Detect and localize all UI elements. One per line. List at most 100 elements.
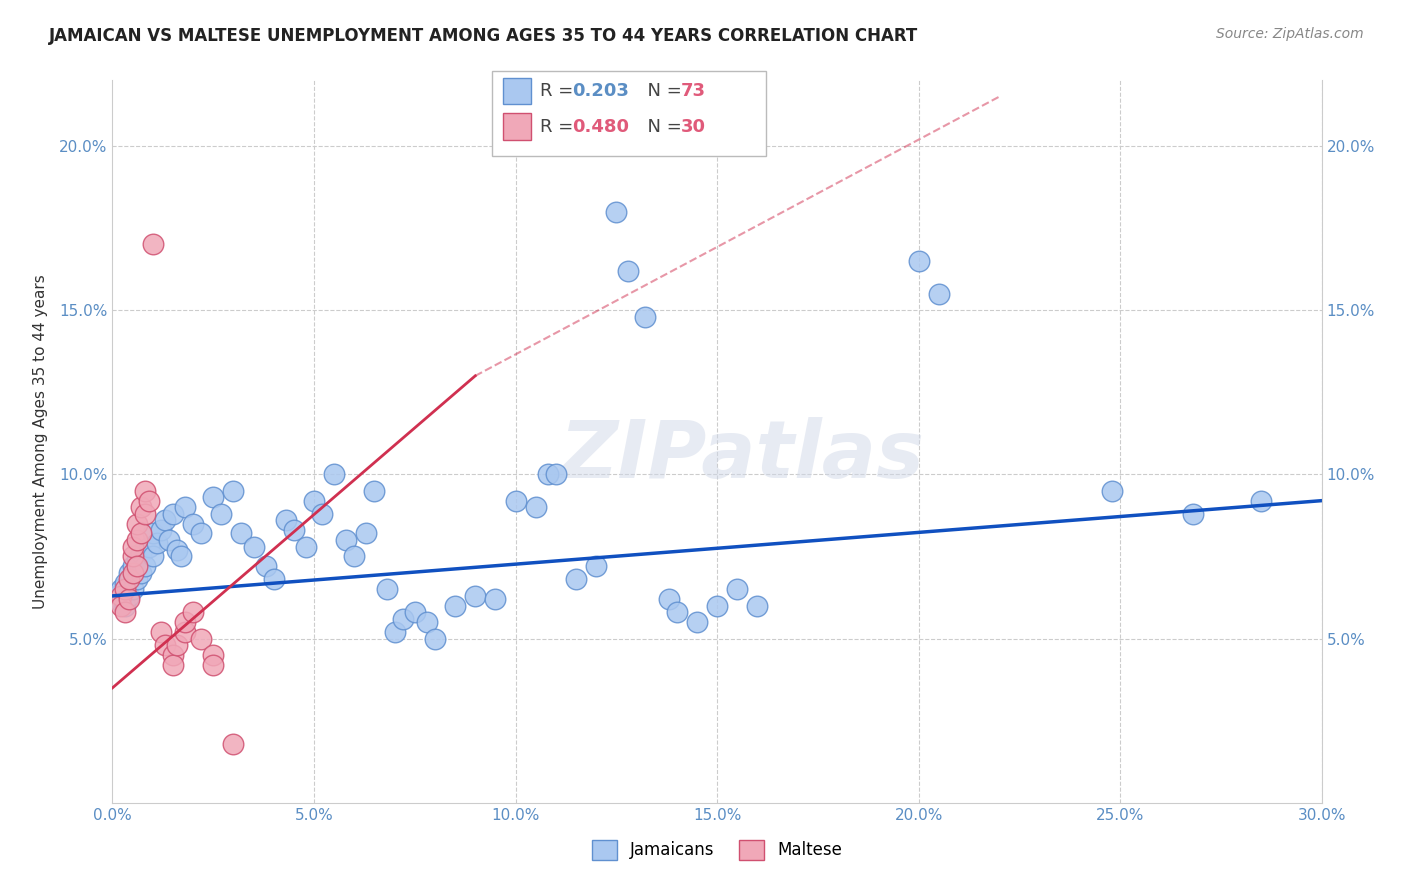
Text: 0.480: 0.480 — [572, 118, 630, 136]
Text: 0.203: 0.203 — [572, 82, 628, 100]
Point — [375, 582, 398, 597]
Point — [110, 599, 132, 613]
Point — [174, 500, 197, 515]
Point — [1181, 507, 1204, 521]
Point — [537, 467, 560, 482]
Point — [170, 549, 193, 564]
Point — [209, 507, 232, 521]
Point — [117, 592, 139, 607]
Point — [202, 648, 225, 662]
Point — [928, 286, 950, 301]
Point — [323, 467, 346, 482]
Point — [117, 589, 139, 603]
Point — [105, 589, 128, 603]
Text: N =: N = — [636, 82, 688, 100]
Point — [617, 264, 640, 278]
Point — [121, 549, 143, 564]
Point — [565, 573, 588, 587]
Point — [129, 566, 152, 580]
Point — [129, 526, 152, 541]
Point — [544, 467, 567, 482]
Point — [311, 507, 333, 521]
Point — [114, 575, 136, 590]
Point — [263, 573, 285, 587]
Point — [343, 549, 366, 564]
Point — [202, 657, 225, 672]
Point — [1101, 483, 1123, 498]
Point — [117, 566, 139, 580]
Point — [125, 533, 148, 547]
Point — [254, 559, 277, 574]
Point — [125, 573, 148, 587]
Point — [363, 483, 385, 498]
Point — [174, 615, 197, 630]
Point — [335, 533, 357, 547]
Point — [114, 582, 136, 597]
Point — [356, 526, 378, 541]
Point — [162, 657, 184, 672]
Point — [117, 573, 139, 587]
Point — [153, 513, 176, 527]
Point — [146, 536, 169, 550]
Point — [134, 507, 156, 521]
Point — [524, 500, 547, 515]
Text: Source: ZipAtlas.com: Source: ZipAtlas.com — [1216, 27, 1364, 41]
Point — [157, 533, 180, 547]
Point — [174, 625, 197, 640]
Point — [129, 546, 152, 560]
Text: ZIPatlas: ZIPatlas — [558, 417, 924, 495]
Point — [166, 638, 188, 652]
Point — [138, 540, 160, 554]
Point — [190, 526, 212, 541]
Point — [585, 559, 607, 574]
Point — [505, 493, 527, 508]
Point — [125, 559, 148, 574]
Text: R =: R = — [540, 118, 579, 136]
Point — [153, 638, 176, 652]
Point — [283, 523, 305, 537]
Point — [138, 493, 160, 508]
Point — [149, 523, 172, 537]
Text: N =: N = — [636, 118, 688, 136]
Point — [302, 493, 325, 508]
Text: 30: 30 — [681, 118, 706, 136]
Point — [114, 599, 136, 613]
Point — [222, 737, 245, 751]
Point — [125, 516, 148, 531]
Point — [464, 589, 486, 603]
Point — [110, 589, 132, 603]
Point — [134, 559, 156, 574]
Point — [605, 204, 627, 219]
Point — [404, 605, 426, 619]
Point — [725, 582, 748, 597]
Point — [384, 625, 406, 640]
Point — [114, 605, 136, 619]
Text: JAMAICAN VS MALTESE UNEMPLOYMENT AMONG AGES 35 TO 44 YEARS CORRELATION CHART: JAMAICAN VS MALTESE UNEMPLOYMENT AMONG A… — [49, 27, 918, 45]
Point — [190, 632, 212, 646]
Point — [416, 615, 439, 630]
Point — [121, 582, 143, 597]
Point — [129, 500, 152, 515]
Point — [423, 632, 446, 646]
Point — [142, 237, 165, 252]
Point — [706, 599, 728, 613]
Point — [166, 542, 188, 557]
Point — [231, 526, 253, 541]
Point — [142, 549, 165, 564]
Point — [686, 615, 709, 630]
Point — [665, 605, 688, 619]
Point — [444, 599, 467, 613]
Point — [121, 566, 143, 580]
Point — [484, 592, 506, 607]
Point — [658, 592, 681, 607]
Point — [125, 553, 148, 567]
Point — [181, 516, 204, 531]
Point — [121, 559, 143, 574]
Point — [142, 526, 165, 541]
Point — [202, 491, 225, 505]
Legend: Jamaicans, Maltese: Jamaicans, Maltese — [585, 833, 849, 867]
Point — [907, 253, 929, 268]
Point — [633, 310, 655, 324]
Y-axis label: Unemployment Among Ages 35 to 44 years: Unemployment Among Ages 35 to 44 years — [34, 274, 48, 609]
Text: 73: 73 — [681, 82, 706, 100]
